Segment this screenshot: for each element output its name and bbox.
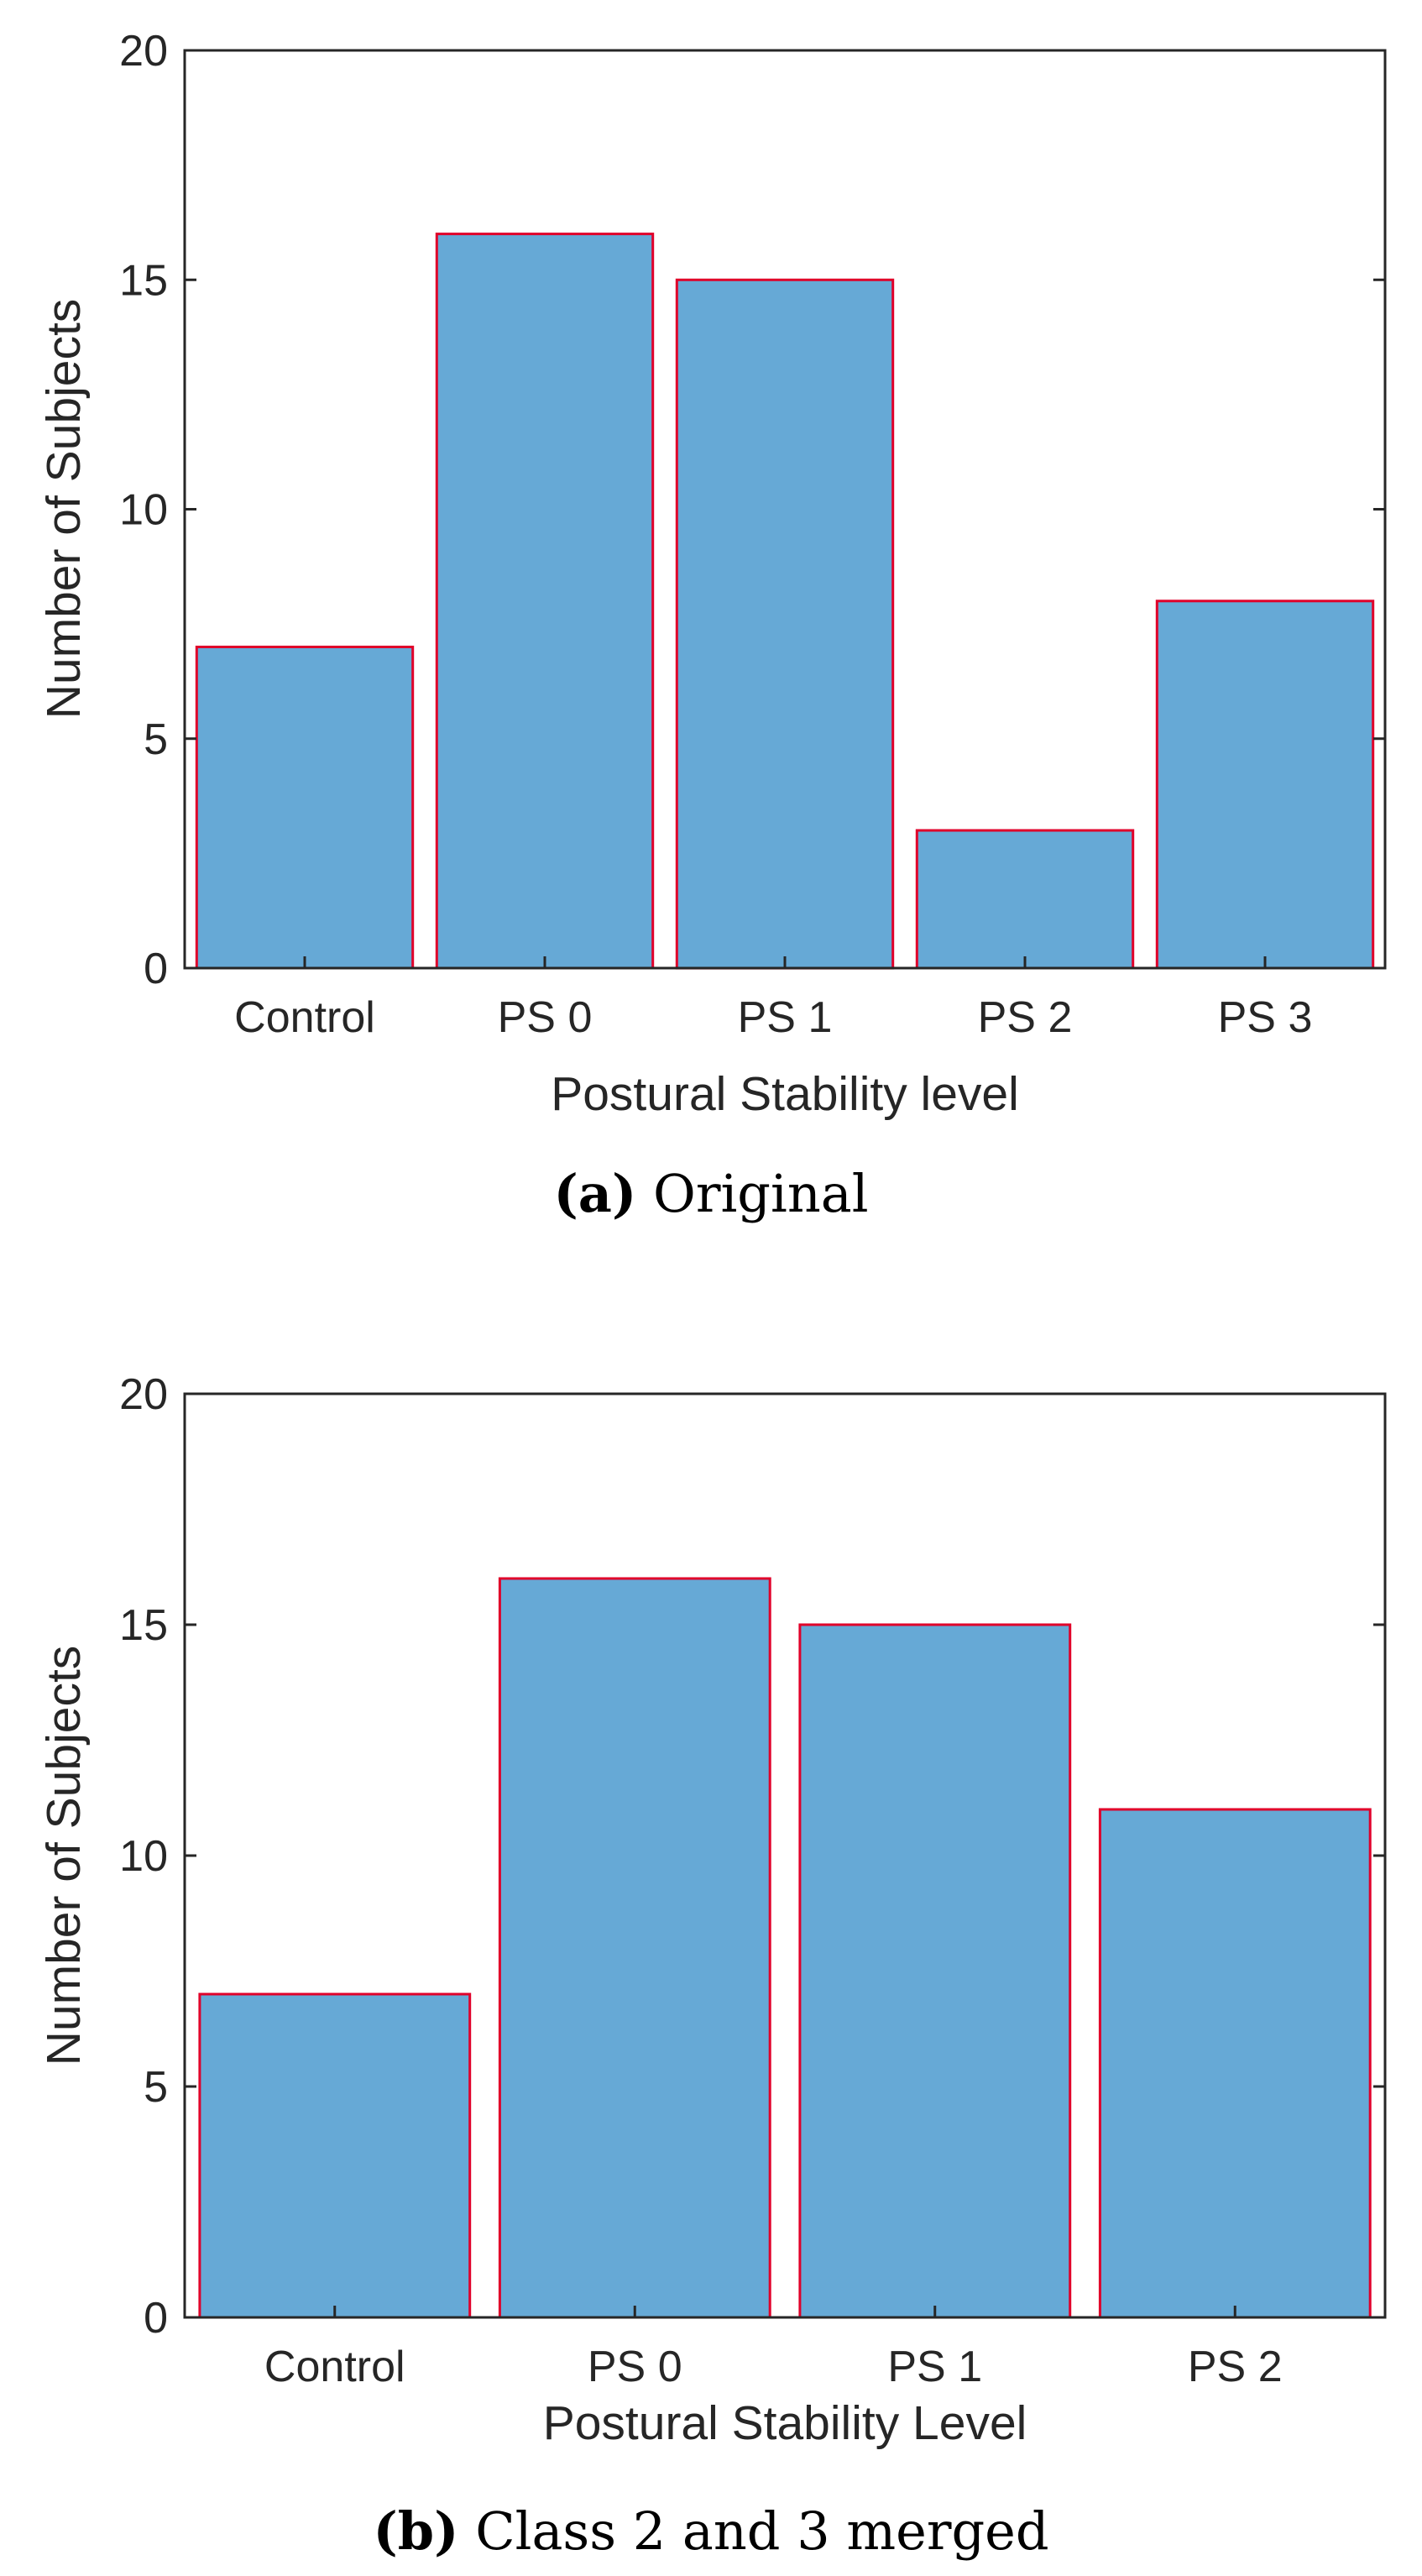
chart-b-y-tick-label-1: 5 [144, 2063, 168, 2112]
chart-a-x-tick-label-4: PS 3 [1218, 993, 1313, 1042]
chart-a-y-tick-label-1: 5 [144, 715, 168, 764]
chart-a-x-tick-label-2: PS 1 [738, 993, 833, 1042]
chart-a-y-ticks: 0 5 10 15 20 [119, 27, 1385, 993]
chart-b-y-tick-label-3: 15 [119, 1601, 168, 1650]
chart-b: 0 5 10 15 20 Control PS 0 PS 1 PS 2 Postural St… [37, 1370, 1387, 2450]
chart-a-bar-3 [915, 829, 1135, 970]
chart-a-bar-1 [435, 233, 655, 970]
chart-b-x-tick-label-2: PS 1 [887, 2343, 982, 2391]
chart-b-caption: (b) Class 2 and 3 merged [0, 2500, 1422, 2562]
chart-a-bars [195, 233, 1375, 970]
chart-a-x-axis-label: Postural Stability level [551, 1067, 1019, 1121]
chart-b-y-tick-label-0: 0 [144, 2294, 168, 2343]
chart-a: 0 5 10 15 20 Control PS 0 PS 1 PS 2 PS 3 Postura… [37, 27, 1387, 1121]
chart-b-caption-letter: (b) [373, 2500, 459, 2562]
chart-a-bar-4 [1155, 599, 1375, 970]
chart-a-y-tick-label-2: 10 [119, 486, 168, 535]
chart-b-bar-2 [798, 1623, 1072, 2319]
chart-b-x-tick-label-3: PS 2 [1188, 2343, 1283, 2391]
chart-a-y-axis-label: Number of Subjects [37, 299, 91, 720]
chart-b-bar-0 [198, 1992, 472, 2319]
chart-a-caption-text: Original [653, 1163, 869, 1224]
chart-b-y-tick-label-4: 20 [119, 1370, 168, 1419]
chart-b-bar-3 [1098, 1808, 1372, 2319]
chart-b-bars [198, 1577, 1372, 2319]
chart-b-x-ticks: Control PS 0 PS 1 PS 2 [264, 2306, 1283, 2391]
chart-a-x-tick-label-0: Control [234, 993, 375, 1042]
chart-b-y-ticks: 0 5 10 15 20 [119, 1370, 1385, 2343]
chart-a-y-tick-label-4: 20 [119, 27, 168, 76]
chart-a-y-tick-label-0: 0 [144, 945, 168, 993]
chart-b-caption-text: Class 2 and 3 merged [475, 2500, 1049, 2562]
chart-b-x-tick-label-0: Control [264, 2343, 405, 2391]
chart-b-bar-1 [498, 1577, 771, 2319]
chart-b-x-tick-label-1: PS 0 [588, 2343, 682, 2391]
chart-a-bar-0 [195, 646, 415, 970]
chart-a-x-tick-label-3: PS 2 [978, 993, 1073, 1042]
chart-a-y-tick-label-3: 15 [119, 256, 168, 305]
chart-a-x-ticks: Control PS 0 PS 1 PS 2 PS 3 [234, 956, 1312, 1042]
chart-b-y-tick-label-2: 10 [119, 1832, 168, 1881]
chart-a-x-tick-label-1: PS 0 [498, 993, 593, 1042]
chart-a-caption: (a) Original [0, 1163, 1422, 1224]
chart-b-y-axis-label: Number of Subjects [37, 1646, 91, 2066]
chart-a-bar-2 [675, 278, 895, 970]
chart-b-x-axis-label: Postural Stability Level [543, 2396, 1027, 2450]
chart-a-caption-letter: (a) [553, 1163, 637, 1224]
